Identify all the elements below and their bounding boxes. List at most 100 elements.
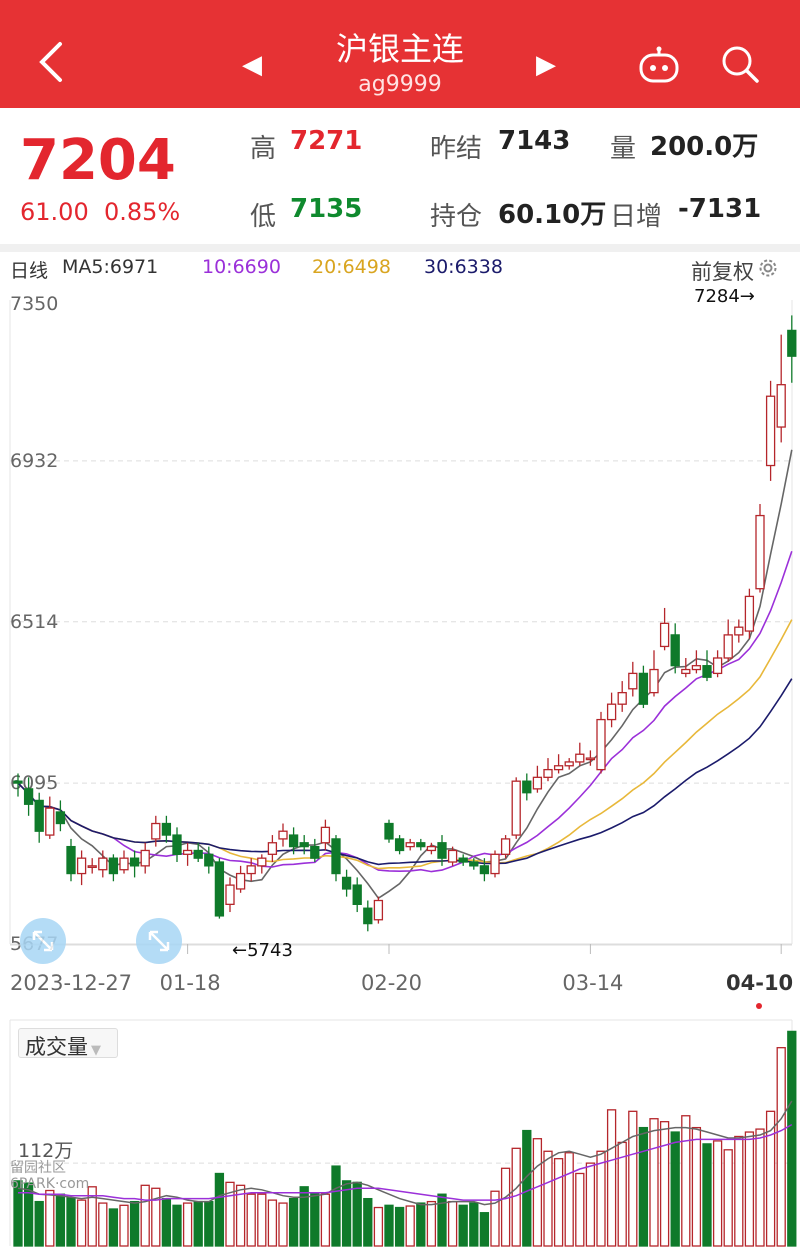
volume-bar-up — [447, 1200, 458, 1247]
change-amount: 61.00 — [20, 198, 89, 226]
volume-bar-down — [469, 1202, 479, 1247]
gear-icon[interactable] — [756, 256, 780, 284]
volume-bar-up — [87, 1186, 97, 1247]
volume-bar-down — [66, 1197, 76, 1247]
candle-up — [649, 668, 659, 694]
search-icon[interactable] — [720, 44, 760, 88]
volume-bar-up — [426, 1200, 437, 1247]
price-annotations: 7284→ ←5743 — [232, 286, 755, 961]
volume-bar-down — [55, 1193, 66, 1247]
volume-bar-up — [490, 1190, 500, 1247]
candle-down — [23, 788, 34, 805]
candle-up — [543, 768, 553, 778]
price-tick-label: 6932 — [10, 450, 58, 472]
candle-down — [458, 857, 468, 863]
candle-up — [182, 849, 193, 855]
candle-down — [108, 857, 119, 875]
ma5-legend: MA5:6971 — [62, 256, 159, 278]
volume-bar-up — [320, 1193, 331, 1247]
current-date-dot — [756, 1003, 762, 1009]
high-value: 7271 — [290, 126, 363, 156]
candle-down — [214, 861, 225, 917]
candle-up — [564, 761, 574, 767]
volume-bar-up — [691, 1126, 702, 1247]
ma20-legend: 20:6498 — [312, 256, 391, 278]
prev-settle-value: 7143 — [498, 126, 571, 156]
volume-bar-up — [235, 1184, 246, 1247]
candle-down — [310, 845, 320, 859]
low-value: 7135 — [290, 194, 363, 224]
volume-bar-down — [13, 1180, 23, 1247]
daily-change-value: -7131 — [678, 194, 762, 224]
candle-down — [204, 853, 214, 867]
next-contract-icon[interactable]: ▶ — [536, 50, 556, 80]
volume-bar-down — [670, 1131, 680, 1247]
candle-down — [55, 811, 66, 825]
kline-chart[interactable]: 73506932651460955677 2023-12-2701-1802-2… — [0, 284, 800, 1256]
candle-up — [532, 776, 543, 790]
x-tick-label: 03-14 — [562, 971, 623, 995]
candle-up — [267, 842, 278, 855]
volume-bar-up — [585, 1162, 596, 1247]
volume-indicator-selector[interactable]: 成交量 ▼ — [18, 1028, 118, 1059]
volume-bar-up — [755, 1128, 765, 1247]
volume-bar-down — [204, 1200, 214, 1247]
volume-value: 200.0万 — [650, 132, 759, 162]
ma5-line — [17, 449, 793, 900]
robot-assistant-icon[interactable] — [638, 46, 680, 88]
ma10-legend: 10:6690 — [202, 256, 281, 278]
x-tick-label: 2023-12-27 — [10, 971, 132, 995]
previous-contract-icon[interactable]: ◀ — [242, 50, 262, 80]
volume-bar-down — [384, 1204, 394, 1247]
candle-up — [596, 718, 606, 771]
adjust-mode[interactable]: 前复权 — [691, 260, 754, 284]
volume-bar-up — [553, 1158, 564, 1247]
candle-down — [352, 884, 362, 906]
volume-bar-down — [214, 1172, 225, 1247]
candle-down — [193, 849, 203, 859]
candle-down — [416, 842, 426, 848]
volume-indicator-label: 成交量 — [25, 1035, 88, 1059]
candle-up — [45, 807, 55, 836]
volume-bar-up — [776, 1047, 786, 1247]
volume-bar-down — [108, 1208, 119, 1247]
volume-bar-down — [34, 1200, 44, 1247]
candle-up — [755, 514, 765, 590]
volume-bar-down — [787, 1030, 797, 1247]
ma10-line — [17, 550, 793, 873]
volume-bar-up — [98, 1202, 108, 1247]
volume-ma-line-1 — [17, 1100, 793, 1206]
candle-down — [670, 634, 680, 667]
period-selector[interactable]: 日线 — [10, 260, 49, 282]
candle-down — [787, 329, 797, 357]
candle-up — [87, 865, 97, 869]
candle-up — [119, 857, 129, 871]
fullscreen-button[interactable] — [136, 918, 182, 964]
candle-up — [278, 830, 288, 840]
volume-ma-line-2 — [18, 1123, 793, 1201]
volume-bar-up — [681, 1115, 691, 1247]
volume-bar-down — [310, 1192, 320, 1247]
volume-bar-up — [628, 1110, 638, 1247]
volume-bar-down — [416, 1202, 426, 1247]
min-annotation: ←5743 — [232, 940, 293, 961]
ma30-line — [17, 678, 793, 866]
top-bar: ◀ 沪银主连 ag9999 ▶ — [0, 0, 800, 108]
volume-bar-up — [119, 1204, 129, 1247]
price-change: 61.00 0.85% — [20, 198, 180, 226]
candle-up — [723, 634, 733, 659]
volume-bar-down — [193, 1200, 203, 1247]
candle-up — [575, 753, 585, 763]
candle-up — [776, 384, 786, 428]
volume-bar-up — [500, 1167, 511, 1247]
candle-down — [469, 861, 479, 867]
volume-bar-down — [341, 1180, 352, 1247]
volume-bar-up — [373, 1206, 384, 1247]
candle-up — [511, 780, 521, 836]
volume-bar-down — [437, 1193, 447, 1247]
zoom-out-button[interactable] — [20, 918, 66, 964]
x-tick-label: 02-20 — [361, 971, 422, 995]
back-icon[interactable] — [36, 40, 66, 92]
candle-down — [384, 822, 394, 840]
volume-bar-up — [257, 1193, 267, 1247]
